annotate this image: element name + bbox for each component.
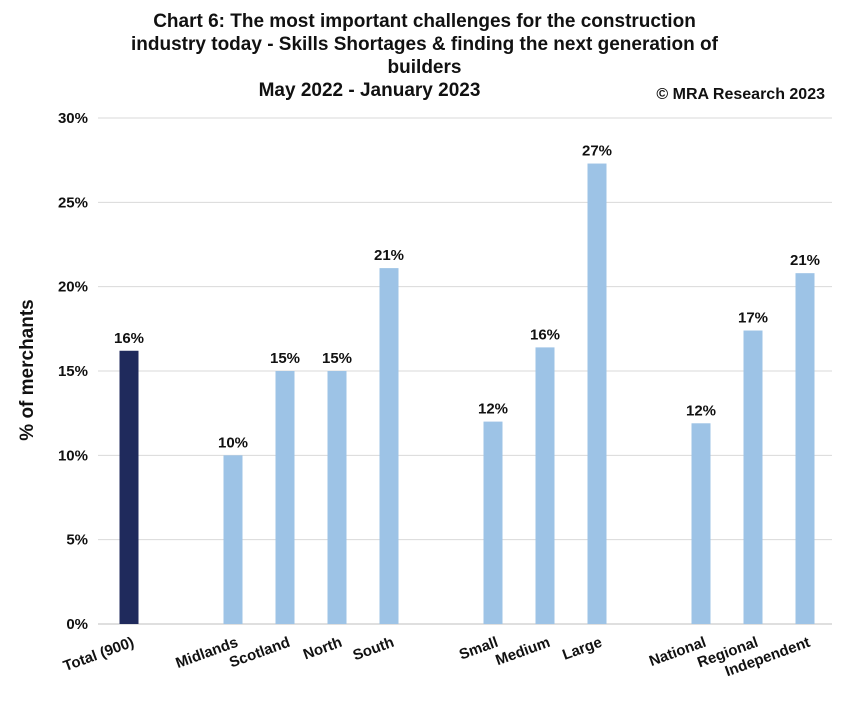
y-tick-label: 25% — [58, 194, 88, 211]
x-category-label: Scotland — [227, 634, 292, 672]
bars — [119, 163, 815, 625]
bar-scotland — [275, 371, 295, 624]
bar-midlands — [223, 455, 243, 624]
data-label: 21% — [374, 247, 404, 264]
chart-title-line-2: industry today - Skills Shortages & find… — [131, 34, 718, 55]
chart-subtitle: May 2022 - January 2023 — [258, 80, 481, 101]
bar-medium — [535, 347, 555, 624]
data-label: 27% — [582, 143, 612, 160]
bar-large — [587, 163, 607, 625]
gridlines — [98, 117, 832, 625]
bar-independent — [795, 273, 815, 624]
y-tick-label: 20% — [58, 279, 88, 296]
chart-title: Chart 6: The most important challenges f… — [0, 10, 849, 102]
data-label: 16% — [114, 330, 144, 347]
data-label: 15% — [270, 350, 300, 367]
bar-small — [483, 421, 503, 624]
data-label: 15% — [322, 350, 352, 367]
y-tick-label: 5% — [66, 532, 88, 549]
y-axis-ticks: 0% 5% 10% 15% 20% 25% 30% — [58, 110, 88, 633]
x-category-label: Total (900) — [61, 634, 136, 675]
data-label: 21% — [790, 252, 820, 269]
bar-south — [379, 268, 399, 624]
y-axis-title: % of merchants — [17, 299, 38, 440]
x-category-label: Large — [560, 634, 604, 664]
bar-regional — [743, 330, 763, 624]
y-tick-label: 0% — [66, 616, 88, 633]
data-label: 12% — [686, 402, 716, 419]
x-category-label: South — [351, 634, 397, 665]
data-label: 16% — [530, 326, 560, 343]
x-category-label: North — [301, 634, 344, 664]
y-tick-label: 15% — [58, 363, 88, 380]
data-label: 17% — [738, 310, 768, 327]
copyright-notice: © MRA Research 2023 — [656, 86, 825, 103]
bar-national — [691, 423, 711, 624]
data-label: 12% — [478, 401, 508, 418]
y-tick-label: 30% — [58, 110, 88, 127]
chart-title-line-3: builders — [387, 57, 462, 78]
data-labels: 16% 10% 15% 15% 21% 12% 16% 27% 12% 17% 21% — [114, 143, 820, 452]
x-category-label: Small — [457, 634, 500, 664]
y-tick-label: 10% — [58, 447, 88, 464]
data-label: 10% — [218, 434, 248, 451]
bar-total-900 — [119, 350, 139, 624]
x-category-label: Medium — [493, 634, 552, 669]
bar-north — [327, 371, 347, 624]
chart-title-line-1: Chart 6: The most important challenges f… — [153, 11, 696, 32]
